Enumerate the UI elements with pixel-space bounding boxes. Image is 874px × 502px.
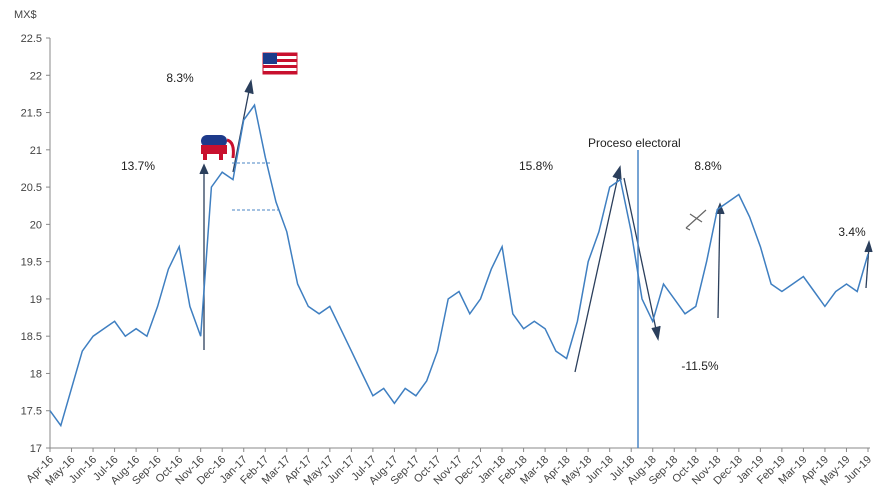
annotation: Proceso electoral	[588, 136, 681, 150]
y-tick-label: 21	[30, 145, 42, 157]
y-tick-label: 19.5	[21, 257, 42, 269]
y-tick-label: 17.5	[21, 406, 42, 418]
us-flag-icon	[262, 52, 298, 75]
annotation: 8.3%	[166, 71, 194, 85]
airplane-icon	[685, 209, 707, 231]
y-tick-label: 19	[30, 294, 42, 306]
elephant-icon	[201, 135, 235, 160]
y-tick-label: 17	[30, 443, 42, 455]
annotation: 15.8%	[519, 159, 553, 173]
annotation: 8.8%	[694, 159, 722, 173]
y-tick-label: 22	[30, 70, 42, 82]
y-tick-label: 20.5	[21, 182, 42, 194]
annotation: -11.5%	[681, 359, 718, 373]
unit-label: MX$	[14, 9, 37, 21]
y-tick-label: 21.5	[21, 108, 42, 120]
price-line	[49, 103, 869, 428]
y-tick-label: 20	[30, 219, 42, 231]
annotation: 3.4%	[838, 225, 866, 239]
annotation-arrows	[199, 79, 873, 373]
y-tick-label: 22.5	[21, 33, 42, 45]
guide-lines	[232, 162, 278, 211]
y-tick-label: 18	[30, 368, 42, 380]
y-tick-label: 18.5	[21, 331, 42, 343]
annotation: 13.7%	[121, 159, 155, 173]
